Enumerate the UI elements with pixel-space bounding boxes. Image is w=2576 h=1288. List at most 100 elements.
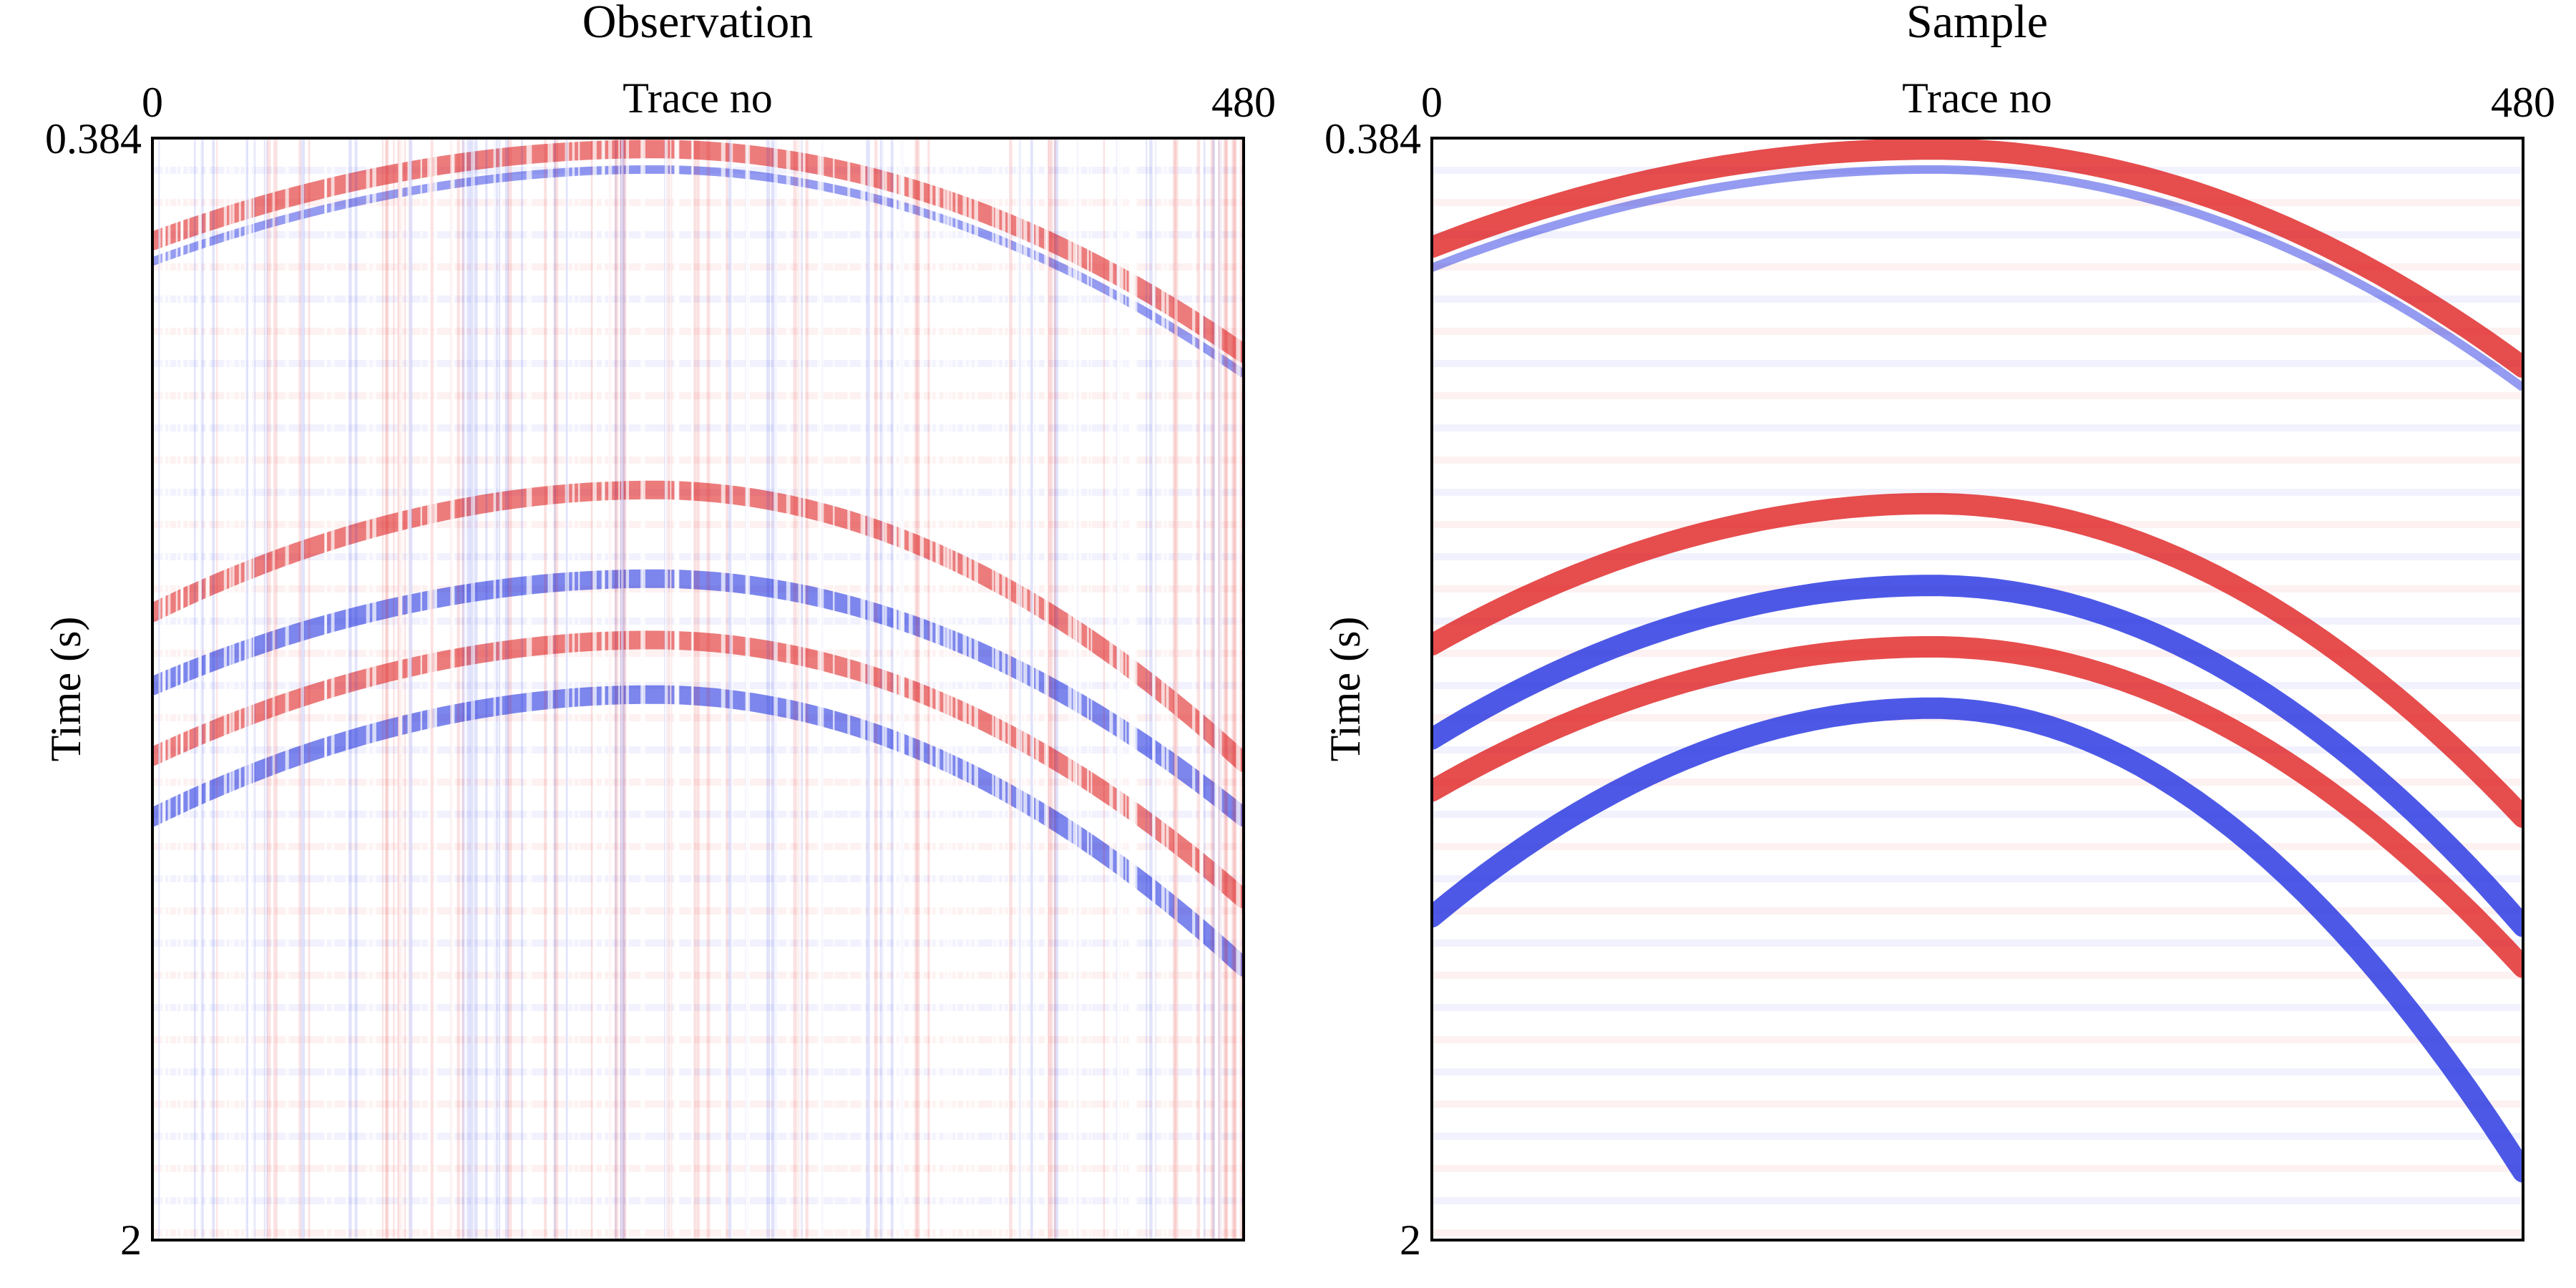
background-band — [152, 650, 1244, 657]
trace-stripe — [1215, 138, 1219, 1240]
background-band — [1432, 1068, 2523, 1075]
trace-stripe — [381, 138, 384, 1240]
trace-stripe — [819, 138, 824, 1240]
trace-stripe — [992, 138, 994, 1240]
background-band — [152, 360, 1244, 367]
trace-stripe — [386, 138, 389, 1240]
trace-stripe — [771, 138, 775, 1240]
trace-stripe — [882, 138, 885, 1240]
trace-stripe — [498, 138, 501, 1240]
trace-stripe — [1217, 138, 1220, 1240]
trace-stripe — [216, 138, 218, 1240]
trace-stripe — [245, 138, 248, 1240]
trace-stripe — [253, 138, 255, 1240]
trace-stripe — [1053, 138, 1057, 1240]
trace-stripe — [526, 138, 530, 1240]
trace-stripe — [692, 138, 694, 1240]
background-band — [152, 392, 1244, 399]
x-tick-label-start: 0 — [1421, 79, 1443, 126]
trace-stripe — [404, 138, 406, 1240]
background-band — [152, 231, 1244, 238]
y-axis-label: Time (s) — [42, 617, 89, 762]
y-tick-label-top: 0.384 — [45, 115, 142, 162]
trace-stripe — [1146, 138, 1148, 1240]
trace-stripe — [1152, 138, 1155, 1240]
background-band — [1432, 907, 2523, 914]
trace-stripe — [346, 138, 349, 1240]
background-band — [152, 1101, 1244, 1108]
trace-stripe — [470, 138, 474, 1240]
trace-stripe — [919, 138, 924, 1240]
trace-stripe — [943, 138, 946, 1240]
background-band — [152, 875, 1244, 882]
trace-stripe — [625, 138, 629, 1240]
trace-stripe — [901, 138, 904, 1240]
trace-stripe — [1212, 138, 1216, 1240]
background-band — [1432, 1036, 2523, 1043]
background-band — [152, 618, 1244, 625]
trace-stripe — [572, 138, 575, 1240]
trace-stripe — [180, 138, 184, 1240]
trace-stripe — [1174, 138, 1178, 1240]
trace-stripe — [817, 138, 821, 1240]
trace-stripe — [464, 138, 467, 1240]
trace-stripe — [301, 138, 304, 1240]
trace-stripe — [869, 138, 874, 1240]
trace-stripe — [1019, 138, 1023, 1240]
trace-stripe — [273, 138, 278, 1240]
trace-stripe — [1031, 138, 1035, 1240]
trace-stripe — [884, 138, 887, 1240]
trace-stripe — [308, 138, 311, 1240]
background-band — [1432, 875, 2523, 882]
trace-stripe — [615, 138, 617, 1240]
trace-stripe — [748, 138, 751, 1240]
trace-stripe — [1091, 138, 1093, 1240]
trace-stripe — [158, 138, 160, 1240]
y-tick-label-bottom: 2 — [1400, 1216, 1421, 1264]
background-band — [1432, 972, 2523, 979]
trace-stripe — [1134, 138, 1138, 1240]
trace-stripe — [272, 138, 275, 1240]
trace-stripe — [249, 138, 252, 1240]
trace-stripe — [354, 138, 358, 1240]
reflection-event — [1432, 138, 2523, 379]
reflection-event — [1432, 165, 2523, 391]
trace-stripe — [995, 138, 1000, 1240]
background-band — [1432, 779, 2523, 786]
x-axis-label: Trace no — [623, 74, 772, 122]
trace-stripe — [565, 138, 568, 1240]
trace-stripe — [890, 138, 894, 1240]
trace-stripe — [706, 138, 711, 1240]
background-band — [1432, 843, 2523, 850]
x-tick-label-end: 480 — [1211, 79, 1276, 126]
trace-stripe — [914, 138, 918, 1240]
trace-stripe — [860, 138, 864, 1240]
background-band — [1432, 328, 2523, 335]
trace-stripe — [467, 138, 471, 1240]
y-tick-label-bottom: 2 — [120, 1216, 142, 1264]
trace-stripe — [162, 138, 166, 1240]
trace-stripe — [800, 138, 803, 1240]
background-band — [1432, 1004, 2523, 1011]
trace-stripe — [452, 138, 455, 1240]
trace-stripe — [1233, 138, 1237, 1240]
trace-stripe — [1008, 138, 1011, 1240]
trace-stripe — [798, 138, 801, 1240]
background-band — [1432, 521, 2523, 528]
trace-stripe — [916, 138, 920, 1240]
background-band — [152, 457, 1244, 464]
background-band — [1432, 199, 2523, 206]
trace-stripe — [427, 138, 431, 1240]
trace-stripe — [1044, 138, 1048, 1240]
trace-stripe — [1149, 138, 1153, 1240]
background-band — [1432, 263, 2523, 270]
background-band — [152, 714, 1244, 721]
plot-area-background — [1432, 138, 2523, 1240]
trace-stripe — [565, 138, 570, 1240]
background-band — [152, 1165, 1244, 1172]
trace-stripe — [1119, 138, 1124, 1240]
background-band — [152, 1229, 1244, 1236]
background-band — [1432, 167, 2523, 174]
x-tick-label-end: 480 — [2491, 79, 2555, 126]
trace-stripe — [194, 138, 196, 1240]
